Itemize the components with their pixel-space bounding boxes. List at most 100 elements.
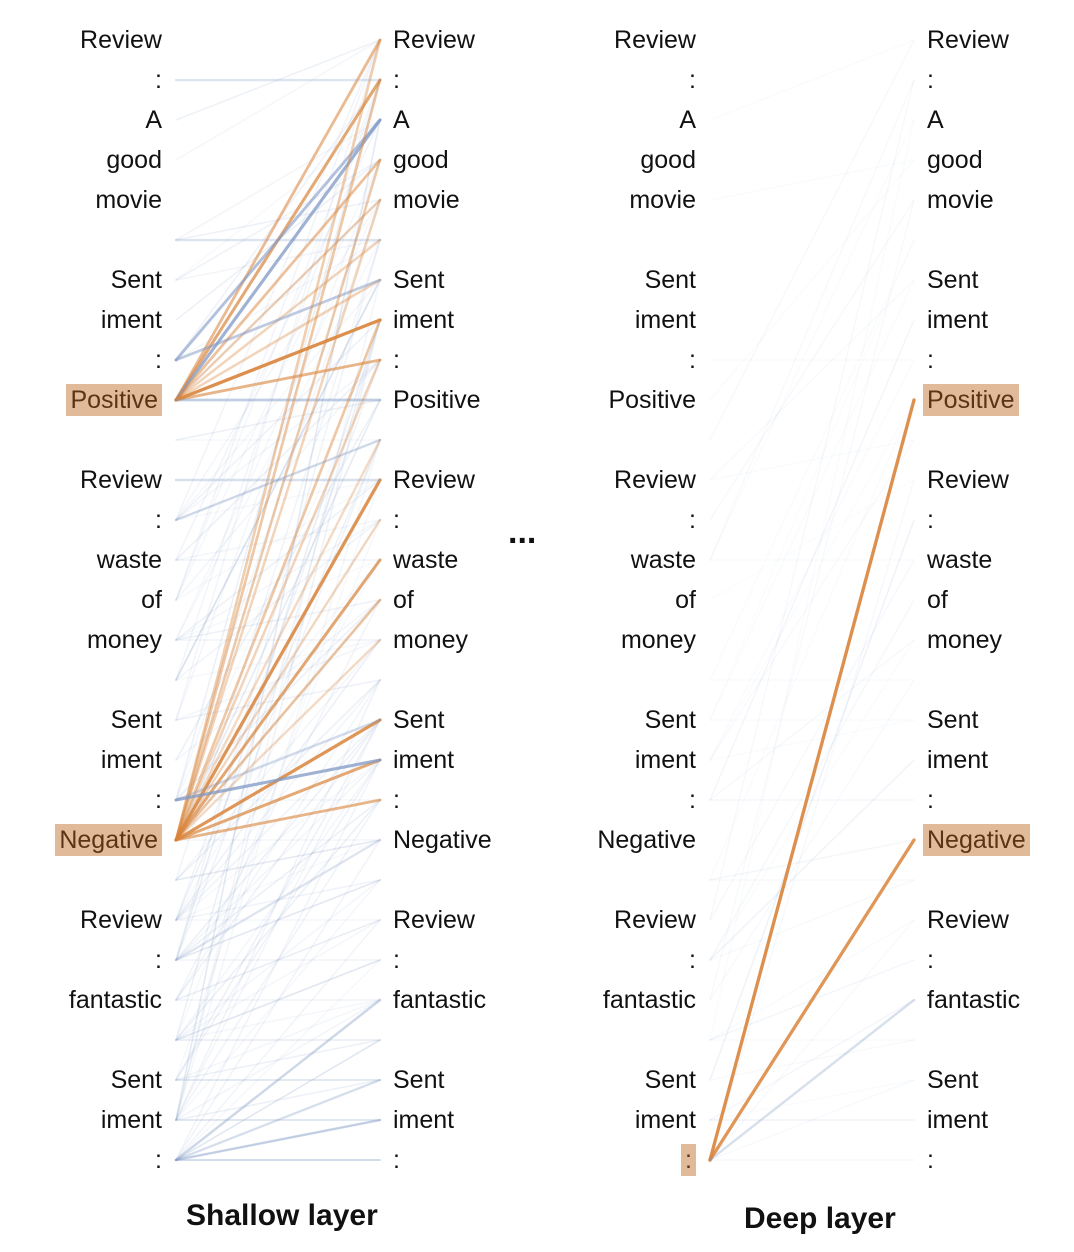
token-left-1-2: A bbox=[679, 106, 696, 134]
bg-edge-shallow bbox=[175, 279, 381, 681]
token-left-0-13: waste bbox=[96, 546, 162, 574]
bg-edge-shallow bbox=[175, 799, 381, 961]
token-left-0-19: : bbox=[155, 786, 162, 814]
token-left-1-13: waste bbox=[630, 546, 696, 574]
token-left-1-9: Positive bbox=[608, 386, 696, 414]
token-right-0-24: fantastic bbox=[393, 986, 487, 1014]
bg-edge-shallow bbox=[175, 799, 381, 1041]
bg-edge-deep bbox=[709, 759, 915, 961]
token-right-1-22: Review bbox=[927, 906, 1009, 934]
token-left-1-23: : bbox=[689, 946, 696, 974]
bg-edge-shallow bbox=[175, 39, 381, 161]
token-left-0-12: : bbox=[155, 506, 162, 534]
attention-edge-0-2 bbox=[174, 118, 382, 402]
bg-edge-shallow bbox=[175, 359, 381, 601]
bg-edge-shallow bbox=[175, 519, 381, 561]
bg-edge-shallow bbox=[175, 679, 381, 1001]
bg-edge-shallow bbox=[175, 319, 381, 961]
bg-edge-shallow bbox=[175, 919, 381, 1041]
bg-edge-shallow bbox=[175, 239, 381, 641]
token-right-0-11: Review bbox=[393, 466, 475, 494]
bg-edge-shallow bbox=[175, 119, 381, 281]
token-left-1-19: : bbox=[689, 786, 696, 814]
bg-edge-shallow bbox=[175, 479, 381, 641]
bg-edge-deep bbox=[709, 119, 915, 1041]
token-left-1-14: of bbox=[675, 586, 696, 614]
bg-edge-deep bbox=[710, 240, 914, 720]
token-left-0-6: Sent bbox=[110, 266, 162, 294]
bg-edge-shallow bbox=[175, 839, 381, 1161]
token-left-0-28: : bbox=[155, 1146, 162, 1174]
token-left-0-18: iment bbox=[100, 746, 162, 774]
bg-edge-shallow bbox=[175, 479, 381, 601]
bg-edge-deep bbox=[709, 559, 915, 921]
shallow-layer-caption: Shallow layer bbox=[186, 1199, 378, 1232]
bg-edge-deep bbox=[709, 159, 915, 201]
bg-edge-shallow bbox=[175, 439, 381, 521]
bg-edge-shallow bbox=[175, 199, 381, 641]
bg-edge-deep bbox=[709, 279, 915, 481]
bg-edge-deep bbox=[709, 1079, 915, 1161]
token-right-1-7: iment bbox=[927, 306, 989, 334]
token-right-1-15: money bbox=[927, 626, 1003, 654]
bg-edge-shallow bbox=[175, 199, 381, 801]
token-left-0-14: of bbox=[141, 586, 162, 614]
bg-edge-deep bbox=[709, 79, 915, 921]
bg-edge-shallow bbox=[175, 239, 381, 881]
token-left-1-3: good bbox=[640, 146, 696, 174]
bg-edge-shallow bbox=[175, 1039, 381, 1161]
bg-edge-deep bbox=[709, 1039, 915, 1081]
token-right-0-17: Sent bbox=[393, 706, 445, 734]
attention-edge-0-9 bbox=[174, 278, 382, 402]
bg-edge-shallow bbox=[175, 479, 381, 521]
attention-edge-0-19 bbox=[174, 478, 382, 842]
token-right-1-23: : bbox=[927, 946, 934, 974]
token-left-1-8: : bbox=[689, 346, 696, 374]
bg-edge-shallow bbox=[175, 319, 381, 961]
token-right-0-13: waste bbox=[393, 546, 459, 574]
token-left-0-7: iment bbox=[100, 306, 162, 334]
token-left-1-22: Review bbox=[614, 906, 696, 934]
token-right-1-6: Sent bbox=[927, 266, 979, 294]
bg-edge-shallow bbox=[175, 399, 381, 841]
token-right-0-27: iment bbox=[393, 1106, 455, 1134]
attention-edge-0-3 bbox=[174, 158, 382, 402]
token-right-1-0: Review bbox=[927, 26, 1009, 54]
attention-edge-1-2 bbox=[708, 998, 916, 1162]
bg-edge-shallow bbox=[175, 119, 381, 1121]
token-right-1-24: fantastic bbox=[927, 986, 1021, 1014]
bg-edge-deep bbox=[710, 160, 914, 400]
bg-edge-shallow bbox=[175, 1039, 381, 1081]
token-left-0-0: Review bbox=[80, 26, 162, 54]
bg-edge-shallow bbox=[175, 839, 381, 881]
token-right-0-14: of bbox=[393, 586, 414, 614]
token-left-0-24: fantastic bbox=[68, 986, 162, 1014]
token-left-1-27: iment bbox=[634, 1106, 696, 1134]
attention-edge-0-6 bbox=[174, 318, 382, 402]
token-right-1-3: good bbox=[927, 146, 983, 174]
bg-edge-deep bbox=[709, 439, 915, 761]
attention-edge-0-7 bbox=[174, 358, 382, 402]
attention-edge-0-11 bbox=[174, 278, 382, 362]
bg-edge-shallow bbox=[175, 119, 381, 1121]
bg-edge-shallow bbox=[175, 119, 381, 561]
bg-edge-deep bbox=[709, 999, 915, 1121]
token-right-0-18: iment bbox=[393, 746, 455, 774]
bg-edge-deep bbox=[709, 439, 915, 481]
token-right-0-12: : bbox=[393, 506, 400, 534]
deep-layer-caption: Deep layer bbox=[744, 1202, 896, 1235]
bg-edge-shallow bbox=[175, 839, 381, 881]
token-right-0-6: Sent bbox=[393, 266, 445, 294]
bg-edge-deep bbox=[709, 519, 915, 1081]
bg-edge-shallow bbox=[175, 759, 381, 1081]
attention-edge-0-29 bbox=[174, 998, 382, 1162]
bg-edge-shallow bbox=[175, 319, 381, 521]
token-right-0-8: : bbox=[393, 346, 400, 374]
token-right-1-26: Sent bbox=[927, 1066, 979, 1094]
token-right-0-26: Sent bbox=[393, 1066, 445, 1094]
bg-edge-shallow bbox=[175, 639, 381, 721]
attention-edge-0-24 bbox=[174, 798, 382, 842]
bg-edge-shallow bbox=[175, 919, 381, 1001]
